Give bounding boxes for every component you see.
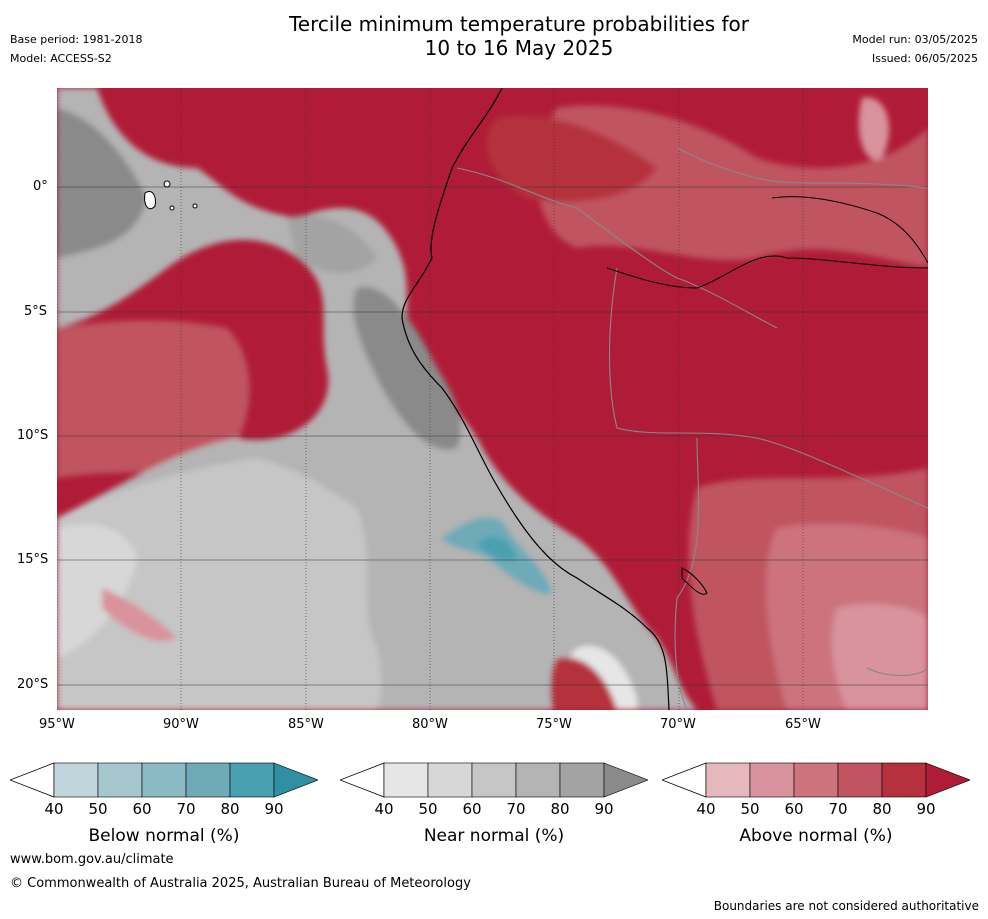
colorbar-tick-label: 60 [784,800,804,818]
lat-label-5s: 5°S [24,304,48,319]
lake-titicaca [681,567,708,595]
lon-label-65w: 65°W [785,717,821,732]
colorbar-above-normal [662,762,970,798]
map-title-line-1: Tercile minimum temperature probabilitie… [288,12,750,36]
colorbar-near-normal-title: Near normal (%) [423,826,565,846]
map-title: Tercile minimum temperature probabilitie… [0,12,988,60]
colorbar-tick-label: 70 [828,800,848,818]
coastline [401,88,670,710]
colorbar-tick-label: 90 [264,800,284,818]
colorbar-below-normal-title: Below normal (%) [88,826,240,846]
colorbar-near-normal [340,762,648,798]
lon-label-95w: 95°W [39,717,75,732]
lat-label-10s: 10°S [17,428,49,443]
colorbar-tick-label: 80 [872,800,892,818]
near-normal-mid-region-coast [287,215,377,273]
map-title-line-2: 10 to 16 May 2025 [424,36,614,60]
above-normal-50-region-east [831,603,928,710]
below-normal-80-core [477,536,517,561]
above-normal-80-patch-south [550,657,617,710]
colorbar-tick-label: 40 [374,800,394,818]
base-period: Base period: 1981-2018 [10,33,143,46]
near-normal-dark-region-coast [353,286,461,450]
colorbar-segment-2 [471,762,517,798]
colorbar-segment-5 [603,762,648,798]
amazon-river [606,196,928,289]
near-normal-light-region [57,458,382,710]
above-normal-60-spot-north [858,97,890,160]
colorbar-tick-label: 70 [506,800,526,818]
above-normal-80-region-north [487,116,657,202]
colorbar-segment-1 [749,762,795,798]
colorbar-segment-5 [273,762,318,798]
colorbar-tick-label: 60 [132,800,152,818]
colorbar-tick-label: 60 [462,800,482,818]
model-name: Model: ACCESS-S2 [10,52,112,65]
above-normal-60-patch-southwest [102,588,177,642]
lat-label-20s: 20°S [17,677,49,692]
colorbar-above-normal-ticks: 40 50 60 70 80 90 [662,800,970,820]
colorbar-tick-label: 50 [740,800,760,818]
issued-date: Issued: 06/05/2025 [871,52,978,65]
colorbar-segment-2 [793,762,839,798]
country-borders [456,147,928,710]
colorbar-segment-3 [837,762,883,798]
lon-label-85w: 85°W [288,717,324,732]
colorbar-tick-label: 90 [594,800,614,818]
model-run: Model run: 03/05/2025 [852,33,978,46]
lat-label-15s: 15°S [17,552,49,567]
colorbar-segment-3 [515,762,561,798]
probability-map [57,88,928,710]
colorbar-low-extend [10,762,55,798]
lat-label-0: 0° [33,179,48,194]
colorbar-segment-1 [97,762,143,798]
colorbar-tick-label: 40 [44,800,64,818]
copyright: © Commonwealth of Australia 2025, Austra… [10,876,471,891]
colorbar-segment-5 [925,762,970,798]
colorbar-tick-label: 70 [176,800,196,818]
colorbar-segment-0 [383,762,429,798]
colorbar-tick-label: 50 [418,800,438,818]
above-normal-70-region-ocean [57,320,250,478]
boundaries-note: Boundaries are not considered authoritat… [713,899,979,913]
graticule [57,88,928,710]
lon-label-70w: 70°W [660,717,696,732]
colorbar-segment-3 [185,762,231,798]
colorbar-segment-1 [427,762,473,798]
near-normal-dark-region [57,108,147,258]
colorbar-tick-label: 90 [916,800,936,818]
colorbar-segment-2 [141,762,187,798]
colorbar-tick-label: 40 [696,800,716,818]
colorbar-below-normal-ticks: 40 50 60 70 80 90 [10,800,318,820]
galapagos-islands [144,180,198,211]
lon-label-90w: 90°W [163,717,199,732]
colorbar-segment-4 [881,762,927,798]
colorbar-segment-0 [705,762,751,798]
colorbar-below-normal [10,762,318,798]
colorbar-tick-label: 50 [88,800,108,818]
colorbar-low-extend [662,762,707,798]
colorbar-near-normal-ticks: 40 50 60 70 80 90 [340,800,648,820]
colorbar-above-normal-title: Above normal (%) [739,826,893,846]
colorbar-segment-4 [229,762,275,798]
lon-label-75w: 75°W [536,717,572,732]
colorbar-segment-4 [559,762,605,798]
colorbar-tick-label: 80 [220,800,240,818]
near-normal-lighter-region [57,524,137,658]
lon-label-80w: 80°W [412,717,448,732]
website-link[interactable]: www.bom.gov.au/climate [10,852,174,867]
colorbar-segment-0 [53,762,99,798]
colorbar-low-extend [340,762,385,798]
colorbar-tick-label: 80 [550,800,570,818]
